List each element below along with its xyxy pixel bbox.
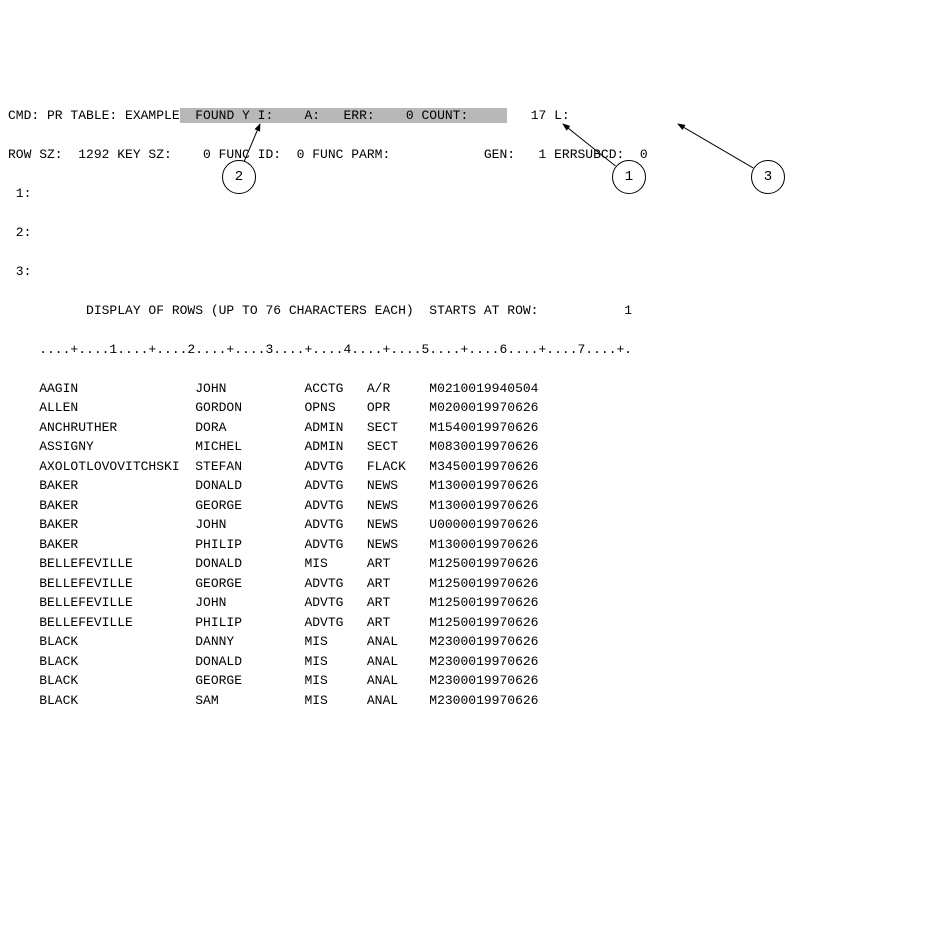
found-highlight: FOUND Y I: A: ERR: 0 COUNT: [180,108,508,123]
terminal-screen: CMD: PR TABLE: EXAMPLE FOUND Y I: A: ERR… [8,86,933,847]
callout-1-label: 1 [625,167,633,188]
callout-3-label: 3 [764,167,772,188]
table-row: ALLEN GORDON OPNS OPR M0200019970626 [8,398,933,418]
header-line-4: 2: [8,223,933,243]
table-row: ASSIGNY MICHEL ADMIN SECT M0830019970626 [8,437,933,457]
table-row: BAKER PHILIP ADVTG NEWS M1300019970626 [8,535,933,555]
header-line-2: ROW SZ: 1292 KEY SZ: 0 FUNC ID: 0 FUNC P… [8,145,933,165]
table-row: BLACK DONALD MIS ANAL M2300019970626 [8,652,933,672]
table-row: BLACK DANNY MIS ANAL M2300019970626 [8,632,933,652]
callout-2-label: 2 [235,167,243,188]
table-row: BELLEFEVILLE GEORGE ADVTG ART M125001997… [8,574,933,594]
table-row: BAKER DONALD ADVTG NEWS M1300019970626 [8,476,933,496]
table-row: BAKER JOHN ADVTG NEWS U0000019970626 [8,515,933,535]
data-rows: AAGIN JOHN ACCTG A/R M0210019940504 ALLE… [8,379,933,711]
ruler-line: ....+....1....+....2....+....3....+....4… [8,340,933,360]
header-line-1: CMD: PR TABLE: EXAMPLE FOUND Y I: A: ERR… [8,106,933,126]
table-row: BLACK SAM MIS ANAL M2300019970626 [8,691,933,711]
table-row: ANCHRUTHER DORA ADMIN SECT M154001997062… [8,418,933,438]
callout-3: 3 [751,160,785,194]
table-row: BELLEFEVILLE DONALD MIS ART M12500199706… [8,554,933,574]
line1-tail: 17 L: [507,108,569,123]
table-row: AXOLOTLOVOVITCHSKI STEFAN ADVTG FLACK M3… [8,457,933,477]
callout-1: 1 [612,160,646,194]
table-row: BLACK GEORGE MIS ANAL M2300019970626 [8,671,933,691]
table-row: BELLEFEVILLE JOHN ADVTG ART M12500199706… [8,593,933,613]
header-line-5: 3: [8,262,933,282]
table-row: AAGIN JOHN ACCTG A/R M0210019940504 [8,379,933,399]
table-row: BAKER GEORGE ADVTG NEWS M1300019970626 [8,496,933,516]
table-row: BELLEFEVILLE PHILIP ADVTG ART M125001997… [8,613,933,633]
header-line-3: 1: [8,184,933,204]
cmd-segment: CMD: PR TABLE: EXAMPLE [8,108,180,123]
callout-2: 2 [222,160,256,194]
display-header: DISPLAY OF ROWS (UP TO 76 CHARACTERS EAC… [8,301,933,321]
